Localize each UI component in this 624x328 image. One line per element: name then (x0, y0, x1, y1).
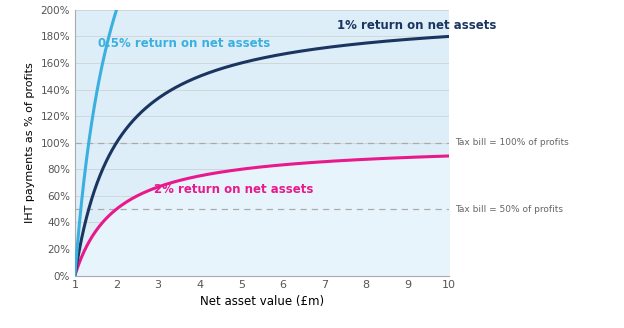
Text: 2% return on net assets: 2% return on net assets (154, 183, 313, 196)
Y-axis label: IHT payments as % of profits: IHT payments as % of profits (25, 62, 35, 223)
Text: Tax bill = 100% of profits: Tax bill = 100% of profits (456, 138, 569, 147)
Text: Tax bill = 50% of profits: Tax bill = 50% of profits (456, 205, 563, 214)
X-axis label: Net asset value (£m): Net asset value (£m) (200, 295, 324, 308)
Text: 0.5% return on net assets: 0.5% return on net assets (98, 37, 270, 50)
Text: 1% return on net assets: 1% return on net assets (337, 19, 496, 32)
